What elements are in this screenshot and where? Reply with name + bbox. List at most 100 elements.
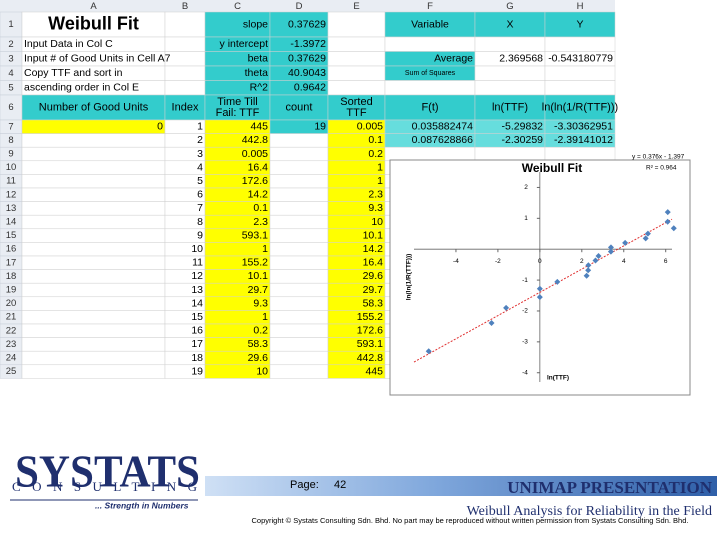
column-heading: F(t) [421, 101, 438, 113]
cell [21, 214, 166, 230]
column-header: B [182, 1, 188, 12]
copyright: Copyright © Systats Consulting Sdn. Bhd.… [252, 516, 689, 525]
point [488, 319, 495, 326]
cell-text: Y [576, 18, 583, 30]
row-number: 16 [6, 244, 17, 255]
x-tick-label: 0 [538, 258, 542, 265]
cell [204, 94, 271, 121]
equation: y = 0.376x - 1.397 [632, 154, 685, 161]
cell-text: 29.7 [248, 284, 269, 296]
cell-text: beta [248, 53, 269, 65]
cell [269, 160, 329, 175]
row-number: 21 [6, 312, 17, 323]
cell-text: 9 [197, 229, 203, 241]
cell-text: 0.2 [368, 148, 383, 160]
point [592, 257, 599, 264]
cell-text: 155.2 [242, 257, 268, 269]
cell-text: 1 [262, 243, 268, 255]
point [583, 272, 590, 279]
cell [544, 36, 616, 52]
cell-text: Average [434, 53, 473, 65]
row-number: 10 [6, 162, 17, 173]
cell-text: 19 [314, 121, 326, 133]
row-number: 6 [8, 102, 13, 113]
cell-text: 442.8 [242, 134, 268, 146]
column-heading: ln(ln(1/R(TTF))) [542, 101, 618, 113]
cell-text: -5.29832 [502, 121, 544, 133]
row-number: 1 [8, 19, 13, 30]
cell-text: 12 [191, 270, 203, 282]
cell-text: 445 [365, 365, 383, 377]
point [554, 278, 561, 285]
cell-text: Copy TTF and sort in [24, 67, 123, 79]
row-number: 12 [6, 189, 17, 200]
row-number: 18 [6, 271, 17, 282]
cell-text: -0.543180779 [548, 53, 613, 65]
cell [164, 51, 206, 67]
cell-text: R^2 [250, 82, 269, 94]
cell-text: 58.3 [363, 297, 384, 309]
cell-text: 14.2 [248, 189, 269, 201]
point [425, 348, 432, 355]
cell [21, 296, 166, 311]
row-number: 13 [6, 203, 17, 214]
column-heading: Time Till [217, 96, 258, 108]
cell [21, 255, 166, 270]
column-header: G [506, 1, 513, 12]
cell-text: 1 [377, 161, 383, 173]
row-number: 17 [6, 257, 17, 268]
cell-text: 0.005 [357, 121, 383, 133]
cell [269, 94, 329, 121]
point [536, 285, 543, 292]
cell [21, 364, 166, 379]
page-number: 42 [334, 479, 346, 491]
point [595, 253, 602, 260]
cell [269, 310, 329, 325]
point [642, 235, 649, 242]
cell [544, 94, 616, 121]
point [585, 262, 592, 269]
column-header: D [296, 1, 303, 12]
cell-text: 2 [197, 134, 203, 146]
presentation-title: UNIMAP PRESENTATION [507, 478, 713, 497]
cell-text: 0 [157, 121, 163, 133]
tagline: ... Strength in Numbers [95, 500, 189, 510]
row-number: 25 [6, 366, 17, 377]
point [607, 244, 614, 251]
cell-text: 0.005 [242, 148, 268, 160]
cell [204, 11, 271, 38]
y-tick-label: 2 [524, 184, 528, 191]
cell [164, 11, 206, 38]
cell [269, 323, 329, 338]
row-number: 19 [6, 285, 17, 296]
cell [327, 51, 386, 67]
page-label: Page: [290, 479, 319, 491]
cell-text: 29.6 [248, 352, 269, 364]
cell [474, 65, 546, 81]
cell [21, 269, 166, 284]
cell [21, 282, 166, 298]
cell-text: 10.1 [363, 229, 384, 241]
cell [327, 65, 386, 81]
row-number: 14 [6, 217, 17, 228]
cell [269, 133, 329, 148]
x-tick-label: 4 [622, 258, 626, 265]
point [622, 239, 629, 246]
cell [269, 296, 329, 311]
cell-text: 8 [197, 216, 203, 228]
cell [269, 337, 329, 352]
cell [269, 350, 329, 366]
point [664, 218, 671, 225]
cell [21, 146, 166, 162]
cell [21, 242, 166, 257]
subject: Weibull Analysis for Reliability in the … [467, 504, 712, 519]
row-number: 9 [8, 149, 13, 160]
cell-text: 0.37629 [288, 53, 326, 65]
cell-text: 16 [191, 325, 203, 337]
x-tick-label: -4 [453, 258, 459, 265]
cell-text: 0.1 [253, 202, 268, 214]
cell-text: -1.3972 [290, 38, 326, 50]
cell-text: 172.6 [242, 175, 268, 187]
row-number: 24 [6, 353, 17, 364]
cell [164, 36, 206, 52]
